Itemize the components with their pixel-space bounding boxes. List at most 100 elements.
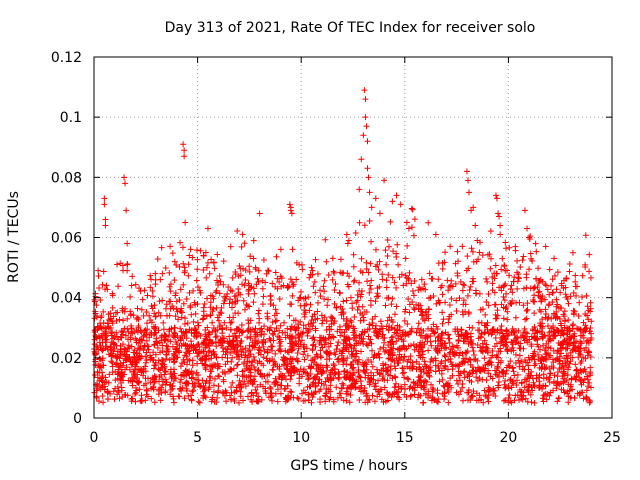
data-point: [356, 219, 363, 226]
data-point: [439, 341, 446, 348]
data-point: [304, 352, 311, 359]
data-point: [538, 308, 545, 315]
data-point: [255, 307, 262, 314]
data-point: [556, 360, 563, 367]
data-point: [276, 327, 283, 334]
data-point: [132, 281, 139, 288]
data-point: [251, 290, 258, 297]
data-point: [493, 315, 500, 322]
data-point: [560, 369, 567, 376]
data-point: [166, 332, 173, 339]
data-point: [294, 350, 301, 357]
data-point: [322, 378, 329, 385]
data-point: [563, 362, 570, 369]
data-point: [243, 362, 250, 369]
data-point: [216, 373, 223, 380]
data-point: [561, 389, 568, 396]
data-point: [432, 345, 439, 352]
data-point: [106, 371, 113, 378]
data-point: [92, 332, 99, 339]
data-point: [547, 337, 554, 344]
data-point: [562, 284, 569, 291]
data-point: [421, 384, 428, 391]
data-point: [501, 282, 508, 289]
data-point: [432, 338, 439, 345]
data-point: [485, 330, 492, 337]
data-point: [235, 310, 242, 317]
data-point: [351, 314, 358, 321]
data-point: [213, 287, 220, 294]
data-point: [553, 296, 560, 303]
data-point: [312, 256, 319, 263]
data-point: [151, 399, 158, 406]
data-point: [336, 348, 343, 355]
data-point: [462, 349, 469, 356]
data-point: [129, 361, 136, 368]
data-point: [246, 358, 253, 365]
data-point: [507, 285, 514, 292]
data-point: [210, 388, 217, 395]
data-point: [244, 393, 251, 400]
data-point: [150, 383, 157, 390]
data-point: [296, 380, 303, 387]
data-point: [413, 342, 420, 349]
data-point: [326, 371, 333, 378]
data-point: [298, 337, 305, 344]
data-point: [489, 352, 496, 359]
data-point: [538, 354, 545, 361]
data-point: [380, 344, 387, 351]
data-point: [470, 348, 477, 355]
data-point: [572, 283, 579, 290]
data-point: [347, 361, 354, 368]
data-point: [587, 305, 594, 312]
data-point: [492, 335, 499, 342]
data-point: [413, 329, 420, 336]
data-point: [105, 316, 112, 323]
data-point: [108, 352, 115, 359]
data-point: [272, 306, 279, 313]
data-point: [375, 292, 382, 299]
data-point: [535, 289, 542, 296]
data-point: [523, 315, 530, 322]
data-point: [361, 385, 368, 392]
data-point: [291, 368, 298, 375]
data-point: [337, 326, 344, 333]
data-point: [379, 271, 386, 278]
data-point: [353, 350, 360, 357]
data-point: [173, 354, 180, 361]
data-point: [267, 292, 274, 299]
data-point: [231, 398, 238, 405]
data-point: [312, 343, 319, 350]
data-point: [564, 371, 571, 378]
data-point: [161, 337, 168, 344]
data-point: [259, 339, 266, 346]
data-point: [421, 317, 428, 324]
data-point: [177, 336, 184, 343]
data-point: [260, 293, 267, 300]
data-point: [182, 328, 189, 335]
data-point: [510, 368, 517, 375]
data-point: [294, 358, 301, 365]
data-point: [227, 366, 234, 373]
data-point: [414, 325, 421, 332]
data-point: [177, 379, 184, 386]
data-point: [176, 296, 183, 303]
data-point: [583, 292, 590, 299]
data-point: [189, 357, 196, 364]
data-point: [184, 320, 191, 327]
data-point: [448, 311, 455, 318]
data-point: [503, 245, 510, 252]
data-point: [309, 335, 316, 342]
data-point: [144, 320, 151, 327]
data-point: [503, 339, 510, 346]
data-point: [464, 333, 471, 340]
data-point: [356, 186, 363, 193]
data-point: [484, 360, 491, 367]
x-tick-label: 25: [603, 430, 621, 446]
data-point: [464, 397, 471, 404]
data-point: [361, 361, 368, 368]
data-point: [471, 351, 478, 358]
data-point: [314, 299, 321, 306]
data-point: [256, 210, 263, 217]
data-point: [422, 363, 429, 370]
